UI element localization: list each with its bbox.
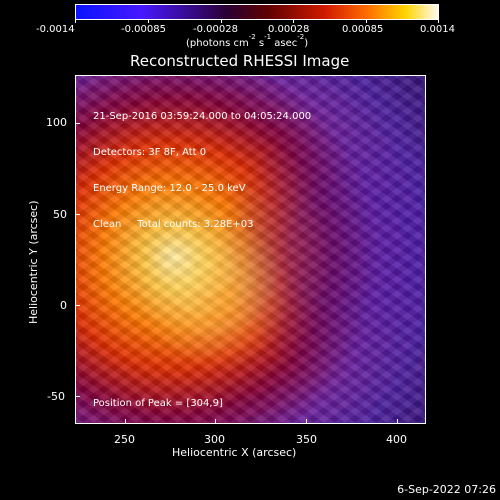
x-tick-label: 400 bbox=[386, 433, 407, 446]
rhessi-image bbox=[75, 75, 426, 424]
y-tick bbox=[75, 305, 80, 306]
y-tick-label: -50 bbox=[47, 390, 65, 403]
colorbar-units: (photons cm-2 s-1 asec-2) bbox=[186, 33, 309, 49]
colorbar-units-mid: s bbox=[255, 38, 265, 49]
y-tick-label: 50 bbox=[53, 208, 67, 221]
plot-title: Reconstructed RHESSI Image bbox=[130, 52, 350, 70]
colorbar-tick bbox=[75, 19, 76, 23]
colorbar-label: 0.00028 bbox=[268, 24, 310, 35]
colorbar-units-exp3: -2 bbox=[297, 32, 305, 41]
image-info-line: Clean Total counts: 3.28E+03 bbox=[93, 219, 254, 230]
colorbar-tick bbox=[366, 19, 367, 23]
x-tick-label: 350 bbox=[296, 433, 317, 446]
colorbar-label: -0.0014 bbox=[36, 24, 75, 35]
x-tick bbox=[215, 419, 216, 424]
y-tick bbox=[75, 214, 80, 215]
y-axis-title: Heliocentric Y (arcsec) bbox=[27, 200, 40, 324]
colorbar-units-prefix: (photons cm bbox=[186, 38, 249, 49]
colorbar-label: 0.00085 bbox=[342, 24, 384, 35]
colorbar-units-exp2: -1 bbox=[264, 32, 272, 41]
y-tick bbox=[75, 396, 80, 397]
image-info-line: Energy Range: 12.0 - 25.0 keV bbox=[93, 183, 246, 194]
colorbar bbox=[75, 4, 439, 20]
peak-position: Position of Peak = [304,9] bbox=[93, 398, 223, 409]
colorbar-label: 0.0014 bbox=[420, 24, 455, 35]
x-tick bbox=[397, 419, 398, 424]
colorbar-tick bbox=[438, 19, 439, 23]
colorbar-label: -0.00085 bbox=[121, 24, 166, 35]
y-tick-label: 0 bbox=[60, 299, 67, 312]
colorbar-tick bbox=[293, 19, 294, 23]
x-tick-label: 250 bbox=[114, 433, 135, 446]
colorbar-label: -0.00028 bbox=[193, 24, 238, 35]
y-tick-label: 100 bbox=[46, 116, 67, 129]
x-tick bbox=[306, 419, 307, 424]
image-info-line: 21-Sep-2016 03:59:24.000 to 04:05:24.000 bbox=[93, 111, 312, 122]
colorbar-tick bbox=[148, 19, 149, 23]
y-tick bbox=[75, 123, 80, 124]
colorbar-units-end: ) bbox=[304, 38, 309, 49]
colorbar-units-exp1: -2 bbox=[248, 32, 256, 41]
image-info: 21-Sep-2016 03:59:24.000 to 04:05:24.000… bbox=[93, 87, 311, 243]
image-info-line: Detectors: 3F 8F, Att 0 bbox=[93, 147, 207, 158]
x-axis-title: Heliocentric X (arcsec) bbox=[172, 446, 297, 459]
x-tick bbox=[125, 419, 126, 424]
footer-date: 6-Sep-2022 07:26 bbox=[397, 483, 496, 496]
colorbar-units-suffix: asec bbox=[271, 38, 298, 49]
x-tick-label: 300 bbox=[204, 433, 225, 446]
colorbar-tick bbox=[221, 19, 222, 23]
